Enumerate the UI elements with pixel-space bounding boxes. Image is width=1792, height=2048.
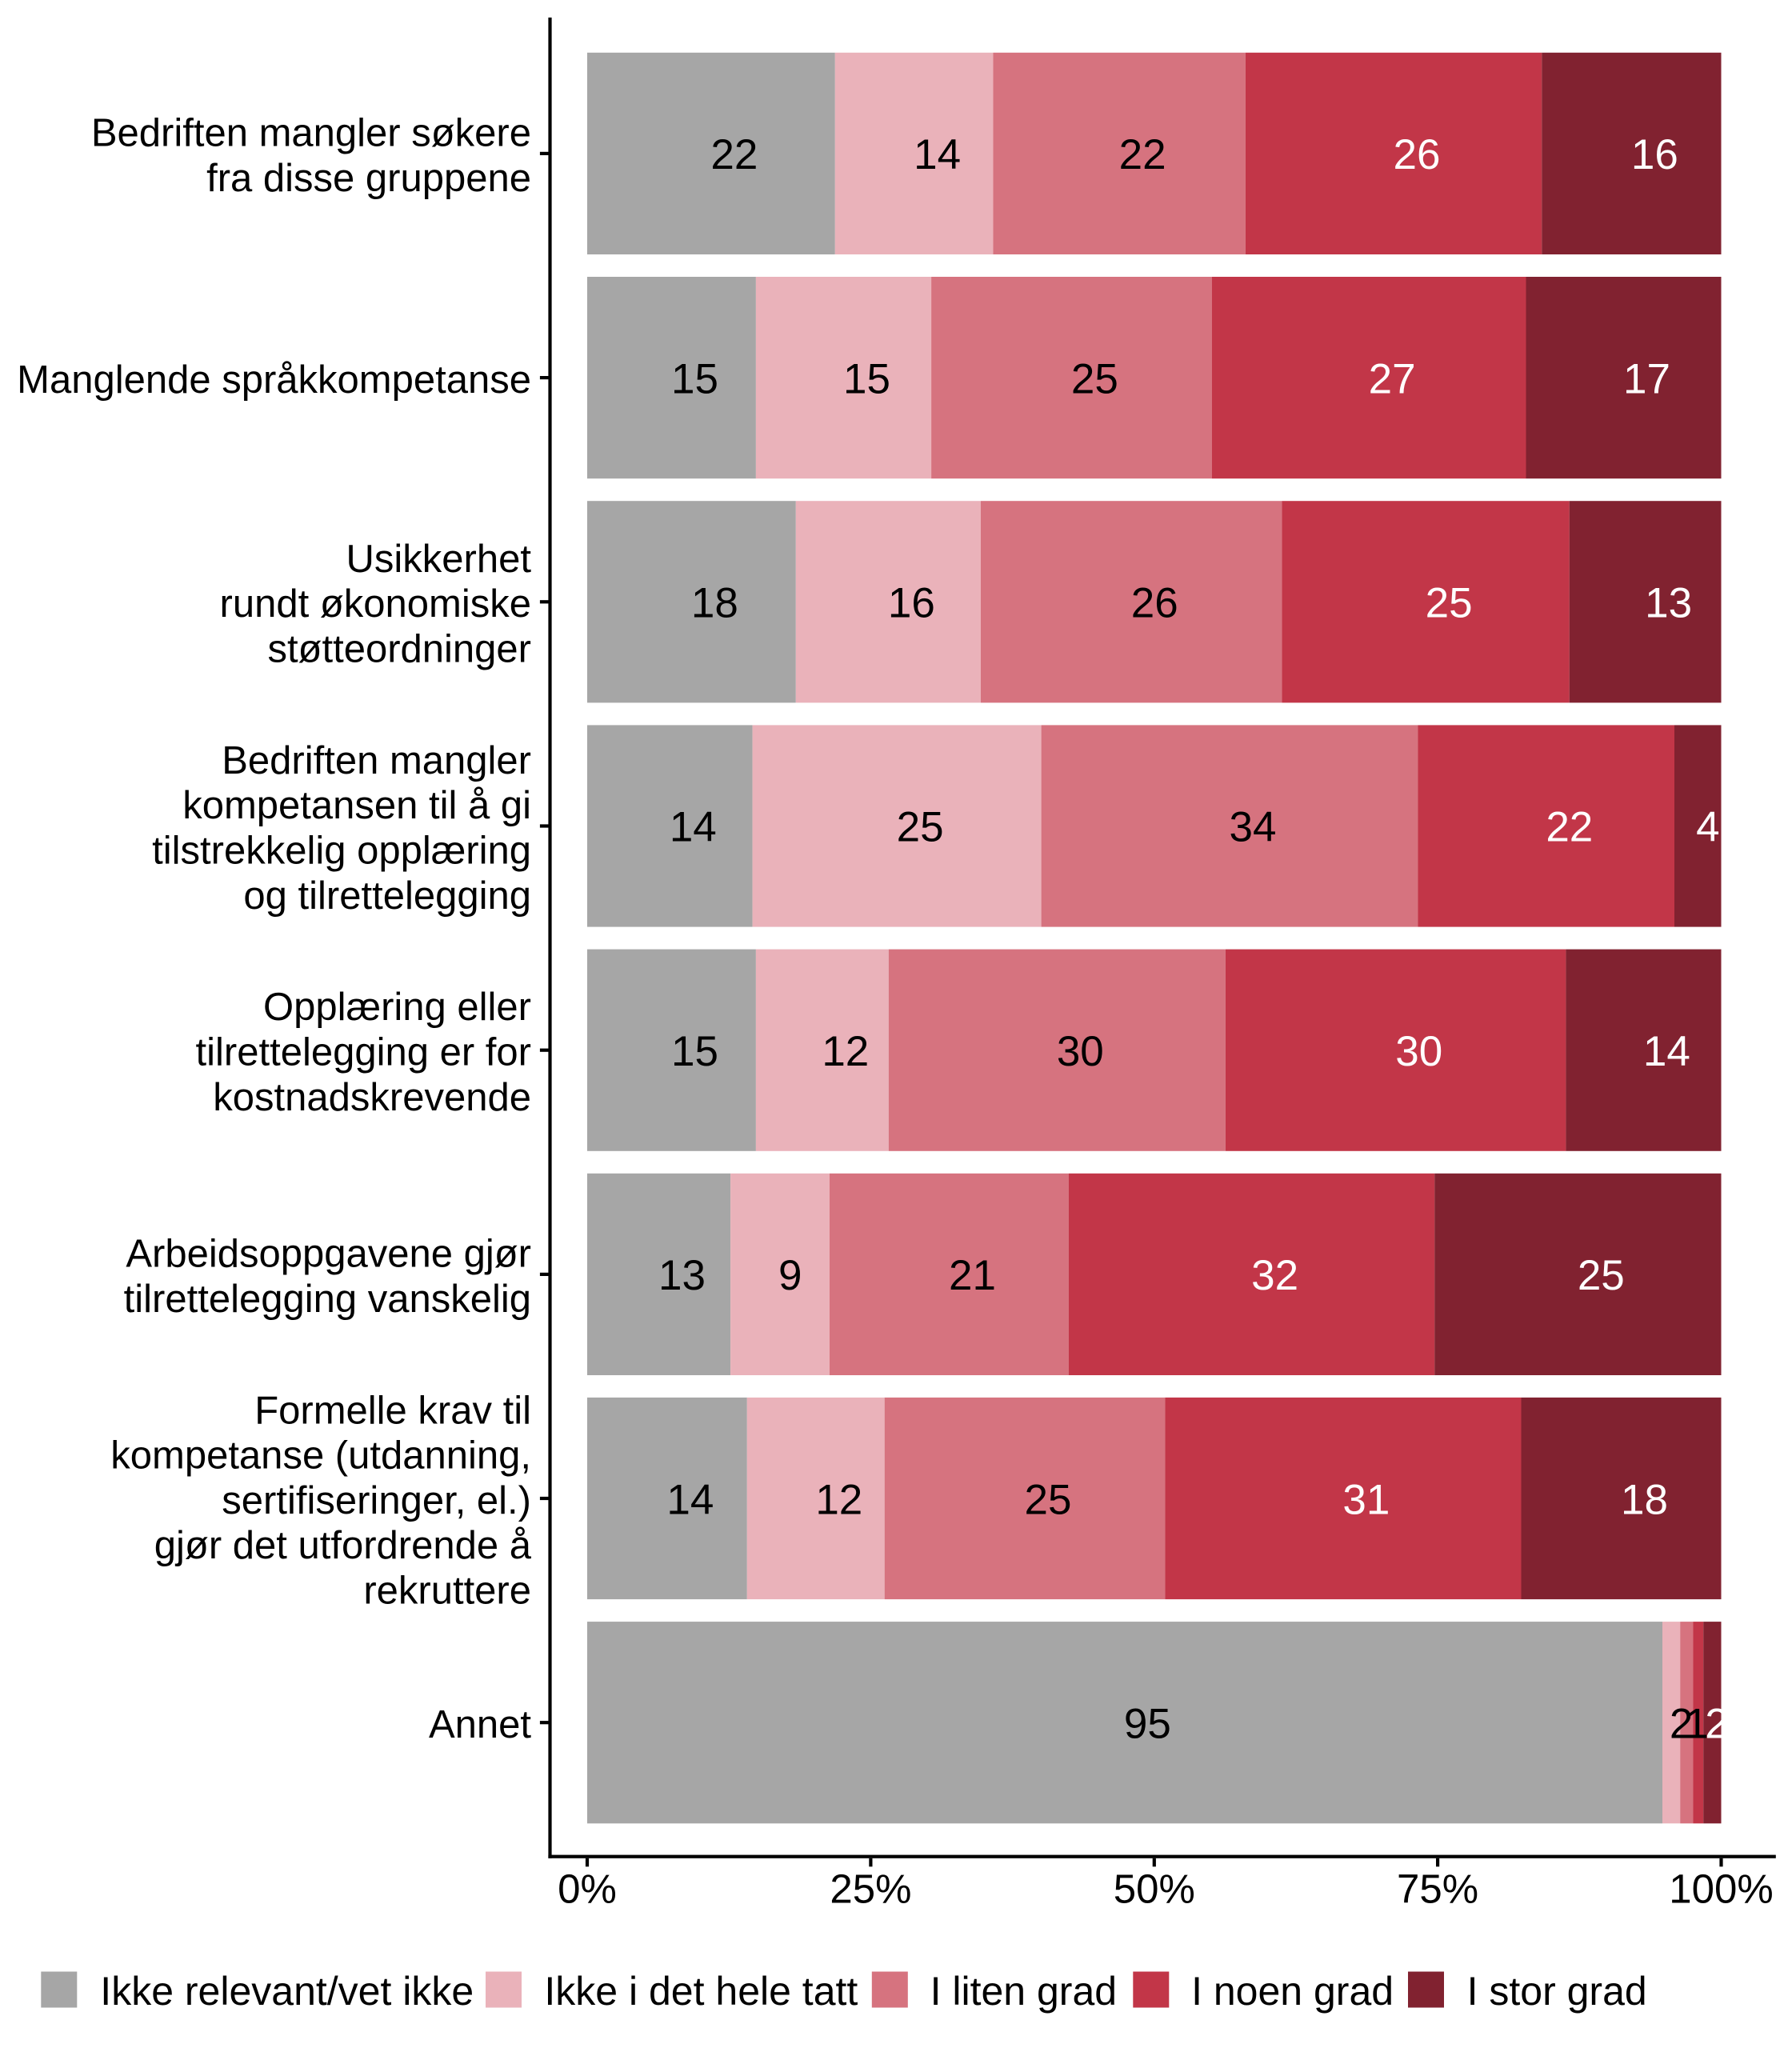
svg-text:34: 34 bbox=[1230, 804, 1277, 851]
svg-text:2: 2 bbox=[1670, 1701, 1693, 1748]
svg-text:14: 14 bbox=[670, 804, 717, 851]
svg-text:26: 26 bbox=[1394, 131, 1441, 178]
svg-text:0%: 0% bbox=[558, 1866, 617, 1912]
svg-text:15: 15 bbox=[671, 355, 718, 402]
svg-text:støtteordninger: støtteordninger bbox=[267, 627, 531, 670]
svg-text:17: 17 bbox=[1623, 355, 1670, 402]
svg-text:kompetanse (utdanning,: kompetanse (utdanning, bbox=[110, 1434, 531, 1478]
svg-text:22: 22 bbox=[1546, 804, 1593, 851]
svg-text:22: 22 bbox=[1119, 131, 1166, 178]
svg-text:25: 25 bbox=[1025, 1476, 1072, 1523]
svg-text:Annet: Annet bbox=[429, 1703, 531, 1746]
svg-text:sertifiseringer, el.): sertifiseringer, el.) bbox=[222, 1479, 531, 1522]
svg-text:12: 12 bbox=[815, 1476, 862, 1523]
svg-text:14: 14 bbox=[914, 131, 961, 178]
svg-text:I stor grad: I stor grad bbox=[1467, 1969, 1647, 2014]
svg-text:13: 13 bbox=[1645, 580, 1692, 627]
svg-text:50%: 50% bbox=[1114, 1866, 1195, 1912]
svg-text:13: 13 bbox=[658, 1252, 706, 1299]
svg-text:Manglende språkkompetanse: Manglende språkkompetanse bbox=[17, 358, 531, 402]
svg-text:tilrettelegging er for: tilrettelegging er for bbox=[196, 1031, 531, 1074]
svg-text:32: 32 bbox=[1251, 1252, 1298, 1299]
svg-text:Arbeidsoppgavene gjør: Arbeidsoppgavene gjør bbox=[126, 1233, 531, 1276]
svg-text:25: 25 bbox=[1578, 1252, 1625, 1299]
svg-text:25%: 25% bbox=[830, 1866, 911, 1912]
svg-text:15: 15 bbox=[843, 355, 890, 402]
svg-text:15: 15 bbox=[671, 1028, 718, 1075]
svg-text:30: 30 bbox=[1395, 1028, 1442, 1075]
svg-text:100%: 100% bbox=[1669, 1866, 1773, 1912]
svg-text:Formelle krav til: Formelle krav til bbox=[254, 1389, 531, 1432]
svg-text:I noen grad: I noen grad bbox=[1191, 1969, 1394, 2014]
svg-text:rekruttere: rekruttere bbox=[363, 1570, 531, 1613]
svg-text:fra disse gruppene: fra disse gruppene bbox=[206, 157, 531, 200]
svg-text:14: 14 bbox=[666, 1476, 714, 1523]
svg-text:tilrettelegging vanskelig: tilrettelegging vanskelig bbox=[124, 1278, 531, 1321]
svg-text:27: 27 bbox=[1369, 355, 1416, 402]
svg-text:95: 95 bbox=[1124, 1701, 1171, 1748]
svg-text:18: 18 bbox=[1621, 1476, 1668, 1523]
svg-text:9: 9 bbox=[778, 1252, 802, 1299]
svg-text:1: 1 bbox=[1685, 1701, 1708, 1748]
svg-text:2: 2 bbox=[1705, 1701, 1728, 1748]
svg-text:kostnadskrevende: kostnadskrevende bbox=[213, 1076, 531, 1119]
svg-text:16: 16 bbox=[888, 580, 935, 627]
svg-text:I liten grad: I liten grad bbox=[930, 1969, 1117, 2014]
svg-text:30: 30 bbox=[1057, 1028, 1104, 1075]
svg-text:22: 22 bbox=[710, 131, 758, 178]
svg-text:Opplæring eller: Opplæring eller bbox=[263, 986, 531, 1029]
svg-text:12: 12 bbox=[822, 1028, 869, 1075]
svg-text:18: 18 bbox=[691, 580, 738, 627]
svg-text:og tilrettelegging: og tilrettelegging bbox=[243, 874, 531, 918]
svg-text:75%: 75% bbox=[1397, 1866, 1478, 1912]
svg-text:Usikkerhet: Usikkerhet bbox=[346, 538, 532, 581]
svg-text:4: 4 bbox=[1696, 804, 1719, 851]
svg-text:Bedriften mangler søkere: Bedriften mangler søkere bbox=[91, 112, 531, 155]
svg-text:14: 14 bbox=[1643, 1028, 1690, 1075]
svg-text:31: 31 bbox=[1342, 1476, 1390, 1523]
svg-text:tilstrekkelig opplæring: tilstrekkelig opplæring bbox=[152, 830, 531, 873]
svg-text:Ikke relevant/vet ikke: Ikke relevant/vet ikke bbox=[100, 1969, 474, 2014]
svg-text:21: 21 bbox=[949, 1252, 996, 1299]
svg-text:kompetansen til å gi: kompetansen til å gi bbox=[182, 784, 531, 827]
svg-text:25: 25 bbox=[1426, 580, 1473, 627]
svg-text:Bedriften mangler: Bedriften mangler bbox=[222, 739, 531, 782]
svg-text:25: 25 bbox=[897, 804, 944, 851]
svg-text:Ikke i det hele tatt: Ikke i det hele tatt bbox=[544, 1969, 858, 2014]
svg-text:16: 16 bbox=[1631, 131, 1678, 178]
svg-text:26: 26 bbox=[1131, 580, 1178, 627]
svg-text:gjør det utfordrende å: gjør det utfordrende å bbox=[154, 1524, 532, 1567]
svg-text:rundt økonomiske: rundt økonomiske bbox=[220, 582, 531, 626]
svg-text:25: 25 bbox=[1071, 355, 1118, 402]
